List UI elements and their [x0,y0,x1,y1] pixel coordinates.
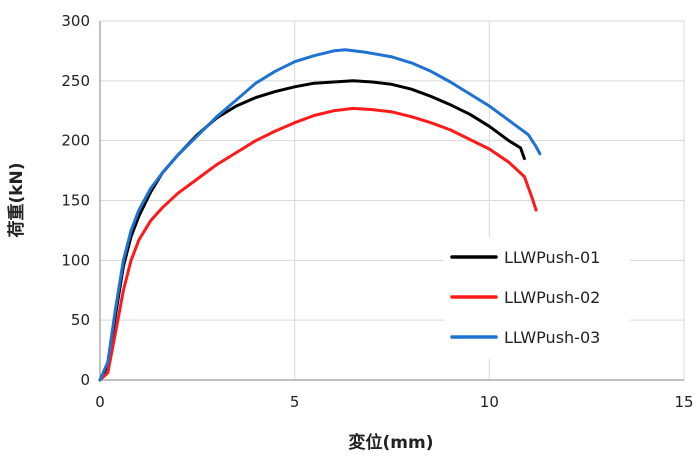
y-tick-label: 100 [61,251,90,269]
series-line-3 [98,48,542,382]
x-tick-label: 5 [290,393,300,411]
series-lines [98,48,542,382]
series-line-2 [98,106,538,382]
y-tick-label: 150 [61,192,90,210]
x-tick-label: 0 [95,393,105,411]
x-tick-label: 15 [674,393,693,411]
series-line-1 [98,79,526,382]
gridlines [100,20,685,380]
y-tick-label: 50 [71,311,90,329]
y-axis-title: 荷重(kN) [6,162,27,237]
legend-label-2: LLWPush-02 [504,288,600,307]
x-tick-label: 10 [480,393,499,411]
legend-label-1: LLWPush-01 [504,248,600,267]
legend: LLWPush-01 LLWPush-02 LLWPush-03 [444,237,630,359]
tick-labels: 0 50 100 150 200 250 300 0 5 10 15 [61,12,693,411]
x-axis-title: 変位(mm) [349,432,434,453]
y-tick-label: 0 [80,371,90,389]
legend-label-3: LLWPush-03 [504,328,600,347]
y-tick-label: 250 [61,72,90,90]
axes [99,21,684,381]
y-tick-label: 300 [61,12,90,30]
y-tick-label: 200 [61,132,90,150]
